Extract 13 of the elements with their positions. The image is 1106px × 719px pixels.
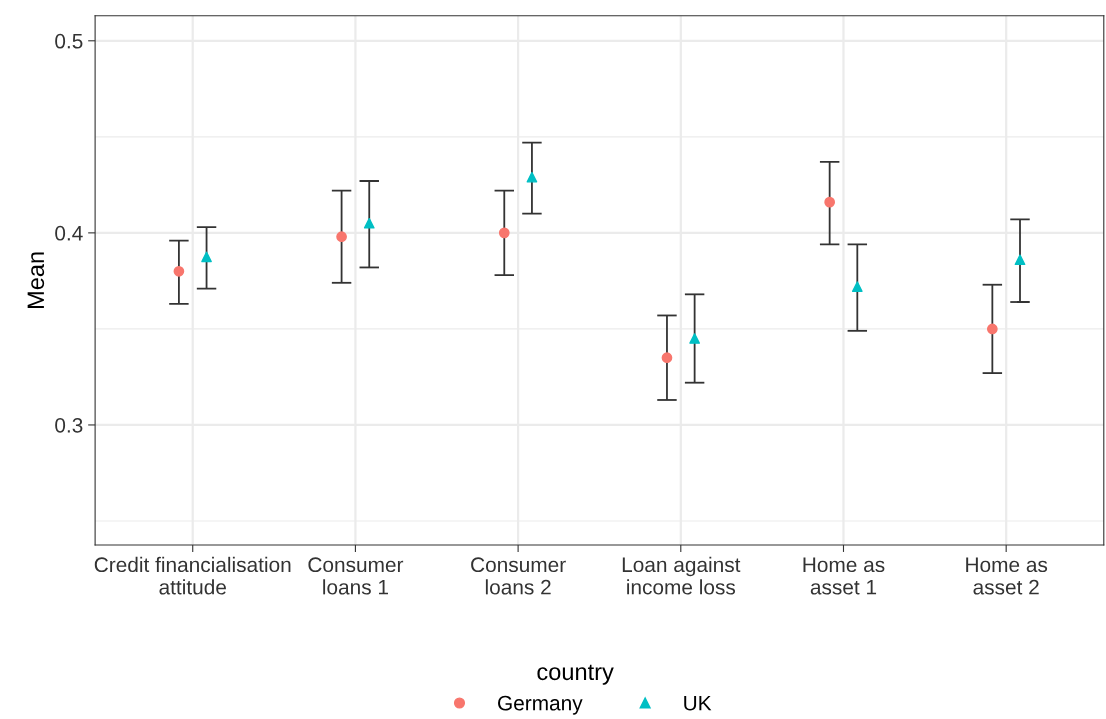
- x-tick-label: Home as asset 1: [803, 557, 885, 595]
- y-tick-label: 0.5: [55, 33, 83, 49]
- x-tick-label: Consumer loans 2: [471, 557, 566, 595]
- legend-label: Germany: [498, 695, 583, 715]
- x-tick-label: Loan against income loss: [622, 556, 741, 595]
- y-tick-label: 0.3: [55, 417, 83, 433]
- y-axis-title: Mean: [27, 252, 45, 308]
- x-tick-label: Home as asset 2: [966, 557, 1048, 595]
- y-tick-label: 0.4: [55, 225, 83, 241]
- legend-label: UK: [684, 695, 712, 711]
- legend-title: country: [537, 664, 614, 685]
- x-tick-label: Credit financialisation attitude: [94, 556, 291, 595]
- x-tick-label: Consumer loans 1: [308, 557, 404, 595]
